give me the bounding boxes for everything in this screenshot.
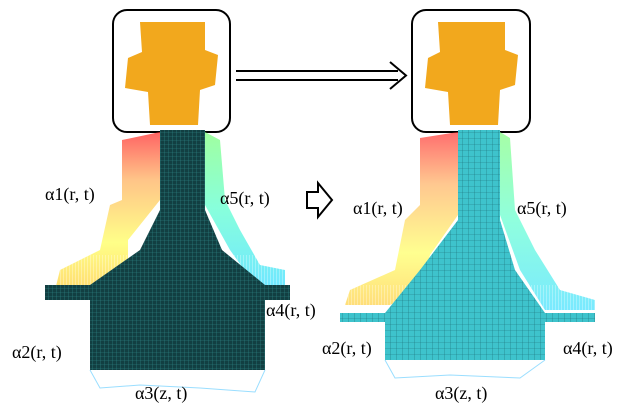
label: α2(r, t) xyxy=(12,342,62,363)
label: α2(r, t) xyxy=(322,338,372,359)
figure: α1(r, t) α5(r, t) α4(r, t) α2(r, t) α3(z… xyxy=(0,0,643,408)
step-arrow xyxy=(307,183,332,217)
label: α3(z, t) xyxy=(435,383,487,404)
right-model xyxy=(340,10,595,378)
label: α1(r, t) xyxy=(45,184,95,205)
transfer-arrow xyxy=(236,62,406,89)
label: α5(r, t) xyxy=(517,198,567,219)
label: α5(r, t) xyxy=(220,188,270,209)
label: α4(r, t) xyxy=(266,300,316,321)
label: α3(z, t) xyxy=(135,383,187,404)
label: α4(r, t) xyxy=(563,338,613,359)
label: α1(r, t) xyxy=(353,198,403,219)
